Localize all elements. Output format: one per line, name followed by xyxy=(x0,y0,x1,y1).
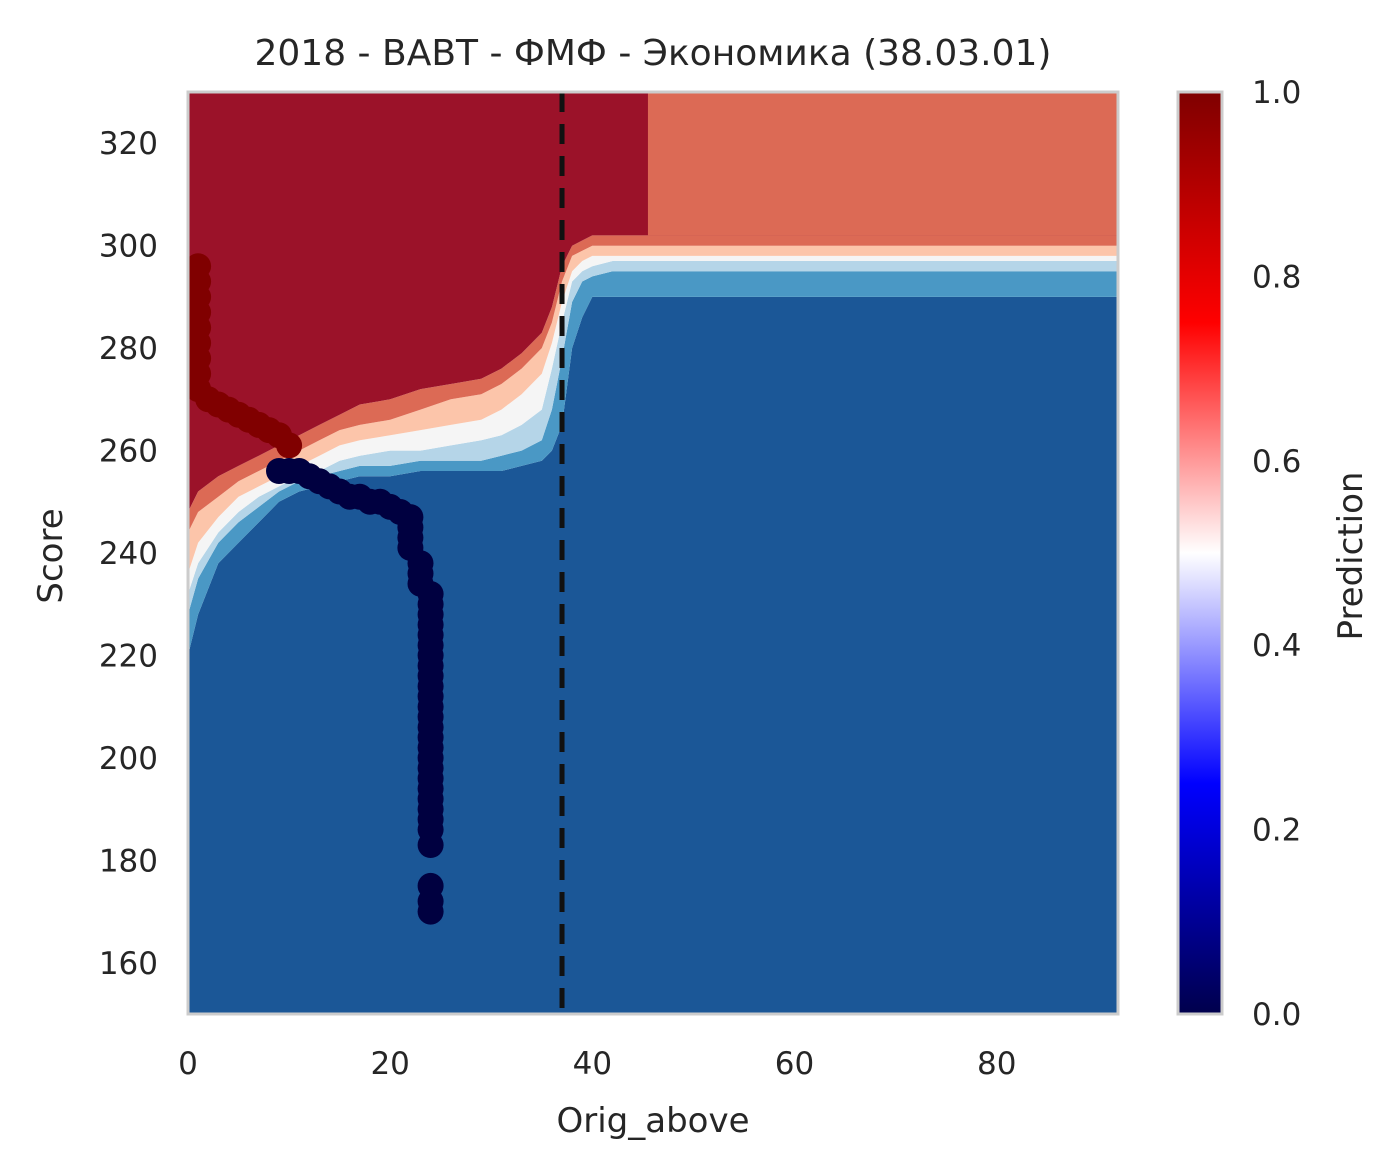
contour-region-top-right xyxy=(647,92,1118,236)
y-tick-label: 260 xyxy=(99,434,158,470)
plot-area xyxy=(186,90,1120,1016)
y-tick-label: 200 xyxy=(99,741,158,777)
y-tick-label: 240 xyxy=(99,536,158,572)
plot-frame xyxy=(186,90,1120,1016)
x-tick-label: 80 xyxy=(977,1046,1016,1082)
colorbar-tick-label: 1.0 xyxy=(1252,75,1301,111)
y-axis-label: Score xyxy=(31,508,71,603)
scatter-points xyxy=(188,253,444,925)
scatter-point-low xyxy=(417,832,444,858)
y-tick-label: 220 xyxy=(99,638,158,674)
colorbar: 0.0 0.2 0.4 0.6 0.8 1.0 Prediction xyxy=(1176,75,1371,1033)
colorbar-tick-label: 0.8 xyxy=(1252,259,1301,295)
contour-regions xyxy=(188,92,1118,1014)
x-axis-label: Orig_above xyxy=(556,1101,749,1141)
colorbar-tick-label: 0.4 xyxy=(1252,628,1301,664)
colorbar-gradient xyxy=(1178,92,1222,1014)
colorbar-tick-label: 0.2 xyxy=(1252,813,1301,849)
scatter-point-low xyxy=(417,898,444,925)
y-tick-label: 180 xyxy=(99,843,158,879)
y-tick-label: 320 xyxy=(99,126,158,162)
x-tick-label: 60 xyxy=(775,1046,814,1082)
scatter-point-high xyxy=(276,432,303,459)
y-tick-label: 160 xyxy=(99,946,158,982)
y-axis-ticks: 160 180 200 220 240 260 280 300 320 xyxy=(99,126,158,982)
colorbar-tick-label: 0.0 xyxy=(1252,997,1301,1033)
x-tick-label: 0 xyxy=(178,1046,198,1082)
colorbar-ticks: 0.0 0.2 0.4 0.6 0.8 1.0 xyxy=(1252,75,1301,1033)
y-tick-label: 280 xyxy=(99,331,158,367)
x-axis-ticks: 0 20 40 60 80 xyxy=(178,1046,1016,1082)
colorbar-frame xyxy=(1176,90,1224,1016)
chart-title: 2018 - ВАВТ - ФМФ - Экономика (38.03.01) xyxy=(255,33,1052,74)
colorbar-tick-label: 0.6 xyxy=(1252,444,1301,480)
x-tick-label: 40 xyxy=(573,1046,612,1082)
colorbar-label: Prediction xyxy=(1331,472,1371,641)
x-tick-label: 20 xyxy=(370,1046,409,1082)
y-tick-label: 300 xyxy=(99,229,158,265)
